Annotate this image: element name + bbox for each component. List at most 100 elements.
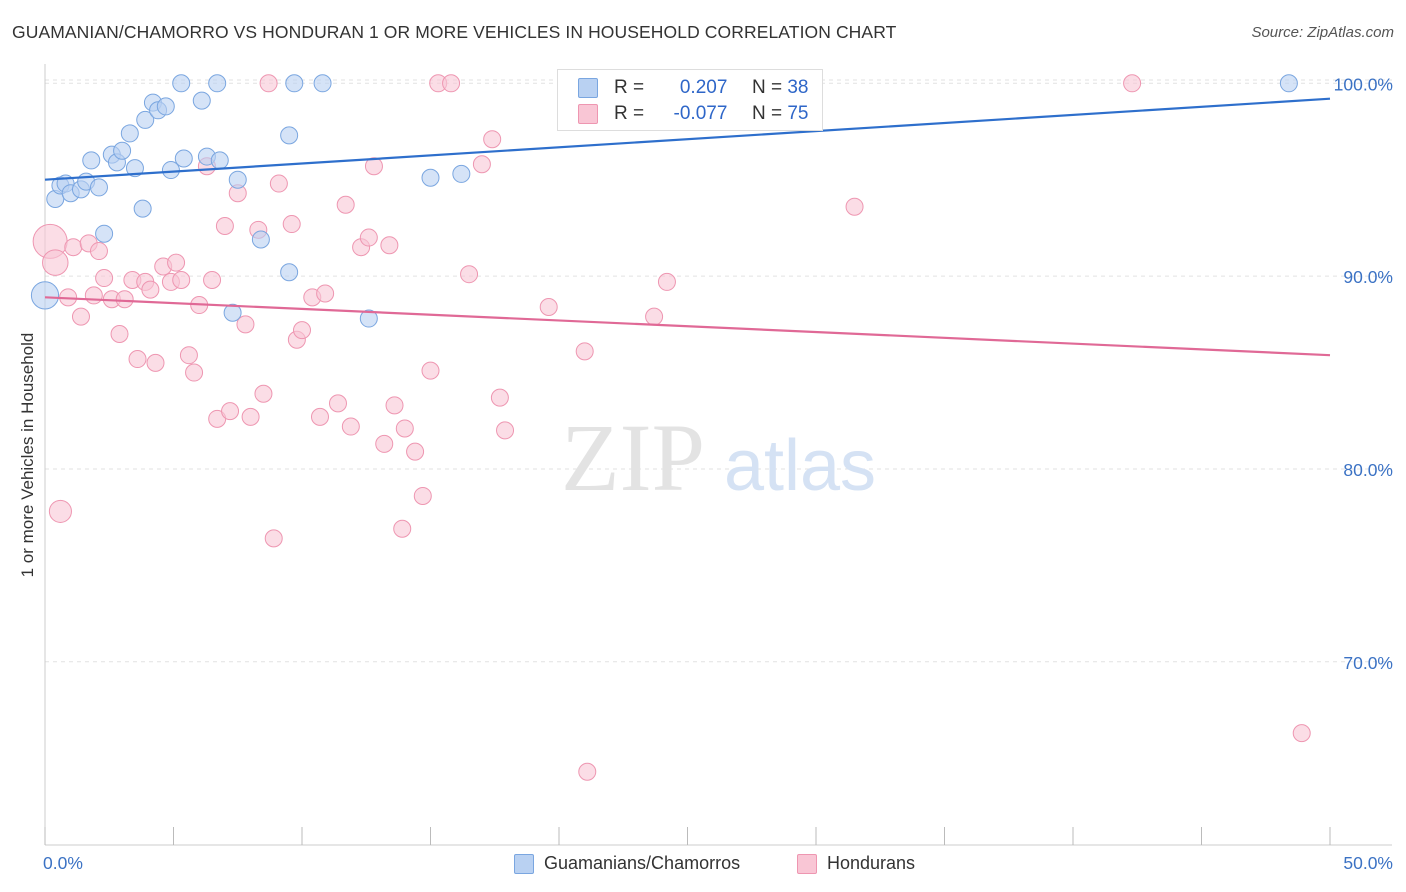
legend-swatch-blue [578,78,598,98]
guamanian-point [421,168,440,187]
honduran-point [146,353,165,372]
guamanian-point [89,178,108,197]
honduran-point [48,499,72,523]
honduran-point [490,388,509,407]
r-value: -0.077 [673,103,728,124]
honduran-point [406,442,425,461]
y-tick-label: 100.0% [1334,74,1393,94]
honduran-point [483,130,502,149]
guamanian-point [30,281,60,310]
watermark-atlas: atlas [724,426,876,506]
trend-lines [44,97,1331,357]
honduran-point [89,242,108,261]
honduran-point [496,421,515,440]
trend-line-hondurans [44,296,1331,357]
guamanian-point [452,164,471,183]
legend-swatch-pink [578,104,598,124]
honduran-point [413,486,432,505]
y-tick-label: 80.0% [1343,460,1393,480]
guamanian-point [120,124,139,143]
honduran-point [172,270,191,289]
honduran-point [364,157,383,176]
legend-label: Guamanians/Chamorros [544,853,741,873]
guamanian-point [251,230,270,249]
honduran-point [110,324,129,343]
hondurans-points [32,74,1311,781]
guamanian-point [223,303,242,322]
guamanian-point [95,224,114,243]
r-value: 0.207 [679,77,728,98]
honduran-point [657,272,676,291]
watermark-zip: ZIP [561,404,705,511]
source-label: Source: ZipAtlas.com [1251,24,1394,41]
honduran-point [259,74,278,93]
legend-swatch-pink [797,854,817,874]
honduran-point [341,417,360,436]
honduran-point [578,762,597,781]
honduran-point [64,238,83,257]
r-label: R = [614,103,645,124]
guamanian-point [1279,74,1298,93]
honduran-point [421,361,440,380]
honduran-point [442,74,461,93]
honduran-point [141,280,160,299]
honduran-point [293,321,311,340]
guamanian-point [125,159,144,178]
axis-layer [44,64,1392,846]
guamanian-point [210,151,229,170]
honduran-point [472,155,491,174]
guamanian-point [174,149,193,168]
honduran-point [310,407,329,426]
guamanian-point [208,74,227,93]
honduran-point [385,396,404,415]
guamanian-point [359,309,378,328]
honduran-point [359,228,378,247]
guamanian-point [192,91,211,110]
guamanian-point [136,110,155,129]
y-tick-label: 90.0% [1343,267,1393,287]
honduran-point [179,346,198,365]
legend-swatch-blue [514,854,534,874]
honduran-point [269,174,288,193]
honduran-point [1292,724,1311,743]
honduran-point [845,197,864,216]
honduran-point [95,269,114,288]
guamanian-point [172,74,191,93]
y-tick-label: 70.0% [1343,653,1393,673]
honduran-point [185,363,204,382]
honduran-point [42,249,69,276]
correlation-legend: R = 0.207 N = 38 R = -0.077 N = 75 [557,69,823,131]
honduran-point [128,350,147,369]
honduran-point [328,394,347,413]
honduran-point [316,284,335,303]
x-tick-label-end: 50.0% [1343,853,1393,873]
y-axis-label: 1 or more Vehicles in Household [18,332,37,578]
honduran-point [221,402,240,421]
trend-line-guamanians [44,97,1331,181]
r-label: R = [614,77,645,98]
guamanian-point [228,170,247,189]
honduran-point [167,253,186,272]
honduran-point [375,434,394,453]
tick-labels: 70.0% 80.0% 90.0% 100.0% 0.0% 50.0% [43,74,1393,873]
honduran-point [380,236,399,255]
honduran-point [336,195,355,214]
honduran-point [393,519,412,538]
watermark: ZIP atlas [561,404,876,511]
honduran-point [254,384,273,403]
honduran-point [395,419,414,438]
guamanians-points [30,74,1298,328]
n-label: N = [751,77,783,98]
n-label: N = [751,103,783,124]
guamanian-point [113,141,132,160]
honduran-point [71,307,90,326]
honduran-point [241,407,260,426]
honduran-point [460,265,479,284]
honduran-point [1123,74,1142,93]
honduran-point [115,290,134,309]
honduran-point [236,315,255,334]
guamanian-point [280,263,299,282]
honduran-point [264,529,283,548]
honduran-point [575,342,594,361]
